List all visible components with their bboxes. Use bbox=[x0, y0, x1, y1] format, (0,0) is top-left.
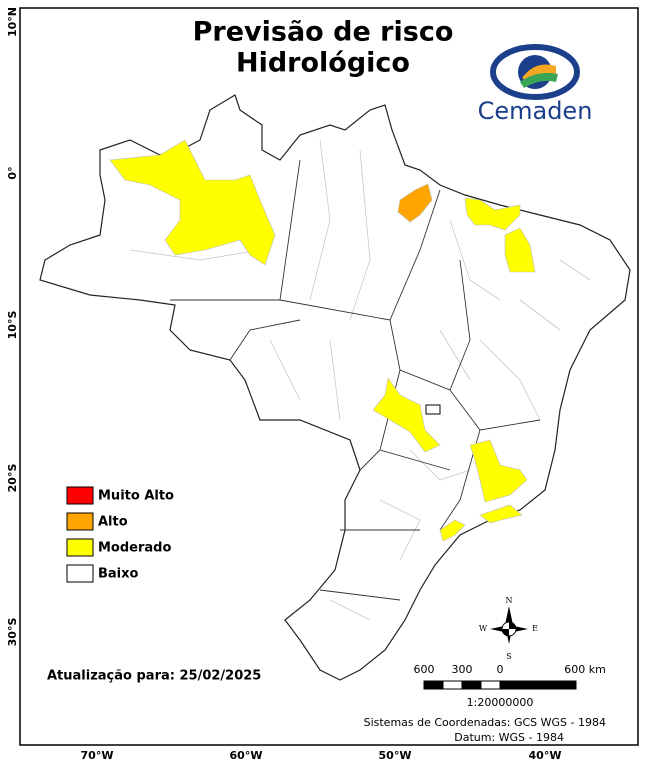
region-moderate bbox=[372, 377, 441, 453]
region-moderate bbox=[109, 139, 276, 266]
scale-label: 300 bbox=[452, 663, 473, 676]
scale-label: 600 km bbox=[564, 663, 606, 676]
legend-label: Muito Alto bbox=[98, 489, 174, 504]
region-moderate bbox=[464, 197, 521, 231]
legend-swatch bbox=[66, 512, 94, 531]
title-line: Previsão de risco bbox=[193, 17, 454, 48]
state-lines bbox=[170, 159, 541, 601]
legend-label: Baixo bbox=[98, 567, 139, 582]
region-moderate bbox=[439, 519, 466, 542]
lat-label: 0° bbox=[6, 166, 19, 179]
region-high bbox=[397, 183, 433, 223]
municipal-lines bbox=[129, 139, 591, 621]
title-line: Hidrológico bbox=[236, 48, 410, 79]
logo-icon bbox=[490, 44, 580, 100]
lat-label: 20°S bbox=[6, 464, 19, 493]
legend-swatch bbox=[66, 538, 94, 557]
logo-text: Cemaden bbox=[478, 97, 593, 125]
scale-bar bbox=[423, 680, 577, 690]
compass-letter: E bbox=[532, 624, 538, 633]
lat-label: 10°S bbox=[6, 311, 19, 340]
legend-label: Moderado bbox=[98, 541, 171, 556]
scale-label: 0 bbox=[497, 663, 504, 676]
credit-line: Sistemas de Coordenadas: GCS WGS - 1984 bbox=[364, 716, 606, 729]
scale-ratio: 1:20000000 bbox=[467, 696, 534, 709]
legend: Muito Alto Alto Moderado Baixo bbox=[66, 486, 174, 583]
legend-label: Alto bbox=[98, 515, 128, 530]
region-moderate bbox=[479, 504, 523, 524]
lon-label: 40°W bbox=[529, 749, 562, 762]
region-moderate bbox=[504, 227, 536, 273]
lat-label: 10°N bbox=[6, 7, 19, 37]
lon-label: 60°W bbox=[230, 749, 263, 762]
compass-letter: W bbox=[479, 624, 488, 633]
federal-district bbox=[425, 404, 441, 415]
lon-label: 50°W bbox=[379, 749, 412, 762]
legend-swatch bbox=[66, 564, 94, 583]
region-moderate bbox=[469, 439, 528, 503]
lat-label: 30°S bbox=[6, 618, 19, 647]
compass bbox=[490, 606, 528, 644]
update-date: Atualização para: 25/02/2025 bbox=[47, 669, 261, 684]
compass-letter: S bbox=[506, 652, 511, 661]
compass-letter: N bbox=[506, 596, 513, 605]
risk-regions bbox=[109, 139, 536, 542]
legend-swatch bbox=[66, 486, 94, 505]
credit-line: Datum: WGS - 1984 bbox=[454, 731, 564, 744]
lon-label: 70°W bbox=[81, 749, 114, 762]
scale-label: 600 bbox=[414, 663, 435, 676]
